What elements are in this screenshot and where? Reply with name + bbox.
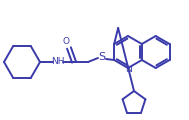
Text: NH: NH bbox=[51, 57, 65, 66]
Text: N: N bbox=[126, 65, 132, 73]
Text: O: O bbox=[63, 37, 70, 46]
Text: S: S bbox=[98, 52, 106, 62]
